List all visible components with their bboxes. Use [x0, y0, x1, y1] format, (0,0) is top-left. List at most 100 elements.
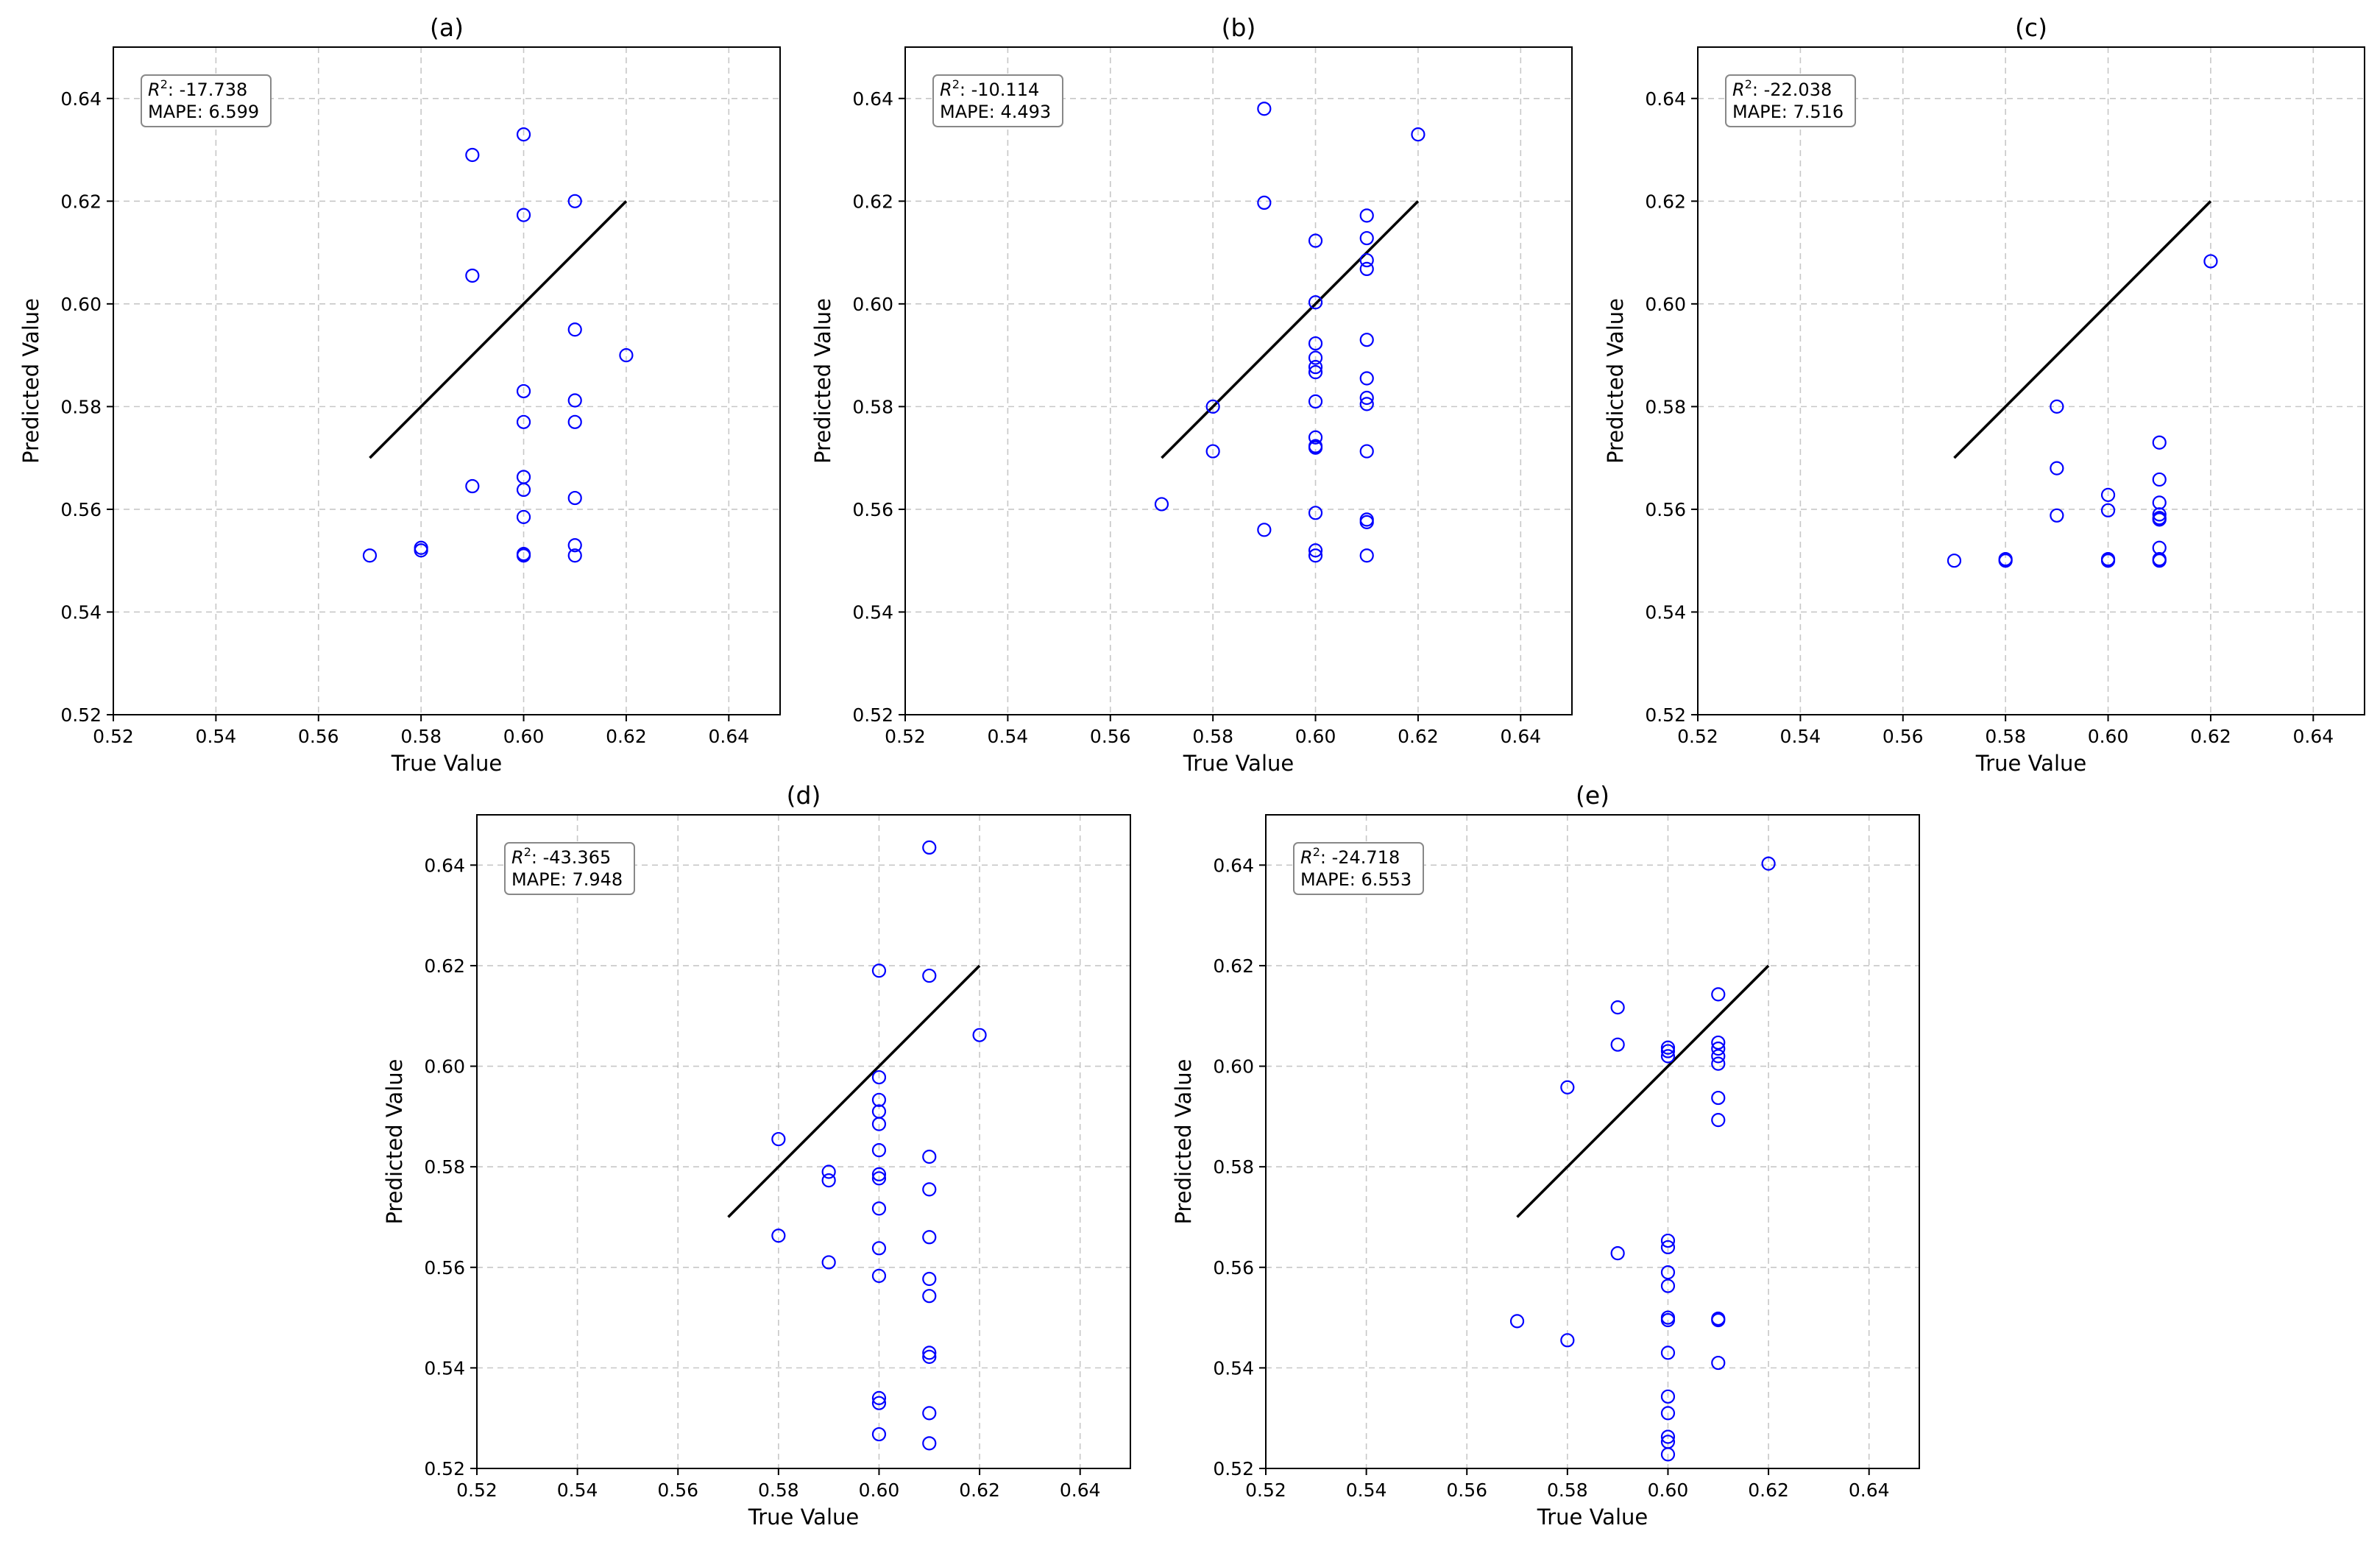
data-point [1660, 1279, 1676, 1293]
r2-value: : -22.038 [1752, 79, 1832, 100]
x-tick-label: 0.62 [1748, 1479, 1789, 1501]
y-tick-label: 0.62 [1645, 191, 1686, 212]
data-point [1308, 336, 1323, 351]
data-point [2100, 554, 2116, 568]
r2-superscript: 2 [524, 845, 531, 859]
x-axis-label: True Value [748, 1505, 859, 1530]
data-point [1660, 1040, 1676, 1055]
data-point [2203, 254, 2218, 269]
mape-text: MAPE: 6.553 [1300, 869, 1412, 890]
data-point [2152, 435, 2167, 450]
x-tick-label: 0.54 [1780, 726, 1821, 747]
panel-title: (e) [1576, 781, 1609, 810]
data-point [619, 348, 634, 363]
plot-frame [476, 814, 1131, 1469]
reference-line [1161, 200, 1420, 459]
y-tick-label: 0.62 [60, 191, 102, 212]
data-point [1359, 371, 1374, 386]
y-tick-label: 0.52 [1645, 704, 1686, 726]
data-point [2152, 495, 2167, 510]
data-point [1359, 397, 1374, 411]
r2-value: : -43.365 [531, 847, 611, 868]
x-axis-label: True Value [391, 751, 502, 776]
y-tick-label: 0.58 [424, 1156, 465, 1178]
data-point [1947, 554, 1962, 568]
data-point [1711, 1090, 1726, 1106]
x-tick-label: 0.62 [959, 1479, 1000, 1501]
x-tick-label: 0.54 [1346, 1479, 1387, 1501]
x-tick-label: 0.54 [557, 1479, 598, 1501]
y-tick-label: 0.56 [60, 499, 102, 520]
y-tick-label: 0.56 [424, 1257, 465, 1279]
x-tick-label: 0.62 [2190, 726, 2231, 747]
plot-frame [904, 46, 1573, 715]
data-point [2050, 399, 2064, 414]
reference-line [1516, 964, 1770, 1218]
data-point [1308, 233, 1323, 248]
data-point [1711, 1312, 1726, 1328]
data-point [821, 1164, 836, 1179]
x-axis-label: True Value [1183, 751, 1294, 776]
y-axis-label: Predicted Value [1603, 298, 1628, 464]
y-tick-label: 0.62 [424, 955, 465, 977]
data-point [1660, 1049, 1676, 1064]
data-point [1660, 1406, 1676, 1421]
data-point [871, 1396, 887, 1410]
r2-symbol: R [1732, 79, 1745, 100]
r2-text: R2: -43.365 [511, 845, 611, 868]
y-tick-label: 0.56 [1645, 499, 1686, 520]
x-tick-label: 0.60 [859, 1479, 900, 1501]
plot-frame [113, 46, 781, 715]
r2-value: : -24.718 [1320, 847, 1400, 868]
data-point [1711, 1355, 1726, 1371]
y-tick-label: 0.54 [60, 601, 102, 623]
r2-text: R2: -17.738 [148, 77, 247, 100]
data-point [2152, 512, 2167, 527]
x-tick-label: 0.58 [400, 726, 442, 747]
x-tick-label: 0.56 [1090, 726, 1131, 747]
y-tick-label: 0.52 [852, 704, 893, 726]
r2-value: : -10.114 [960, 79, 1039, 100]
y-tick-label: 0.56 [1213, 1257, 1254, 1279]
data-point [771, 1228, 786, 1243]
data-point [1308, 506, 1323, 520]
x-tick-label: 0.52 [1677, 726, 1718, 747]
y-tick-label: 0.62 [852, 191, 893, 212]
data-point [1660, 1312, 1676, 1328]
data-point [567, 393, 582, 408]
y-tick-label: 0.64 [852, 88, 893, 110]
y-tick-label: 0.54 [1213, 1357, 1254, 1379]
r2-symbol: R [940, 79, 952, 100]
y-tick-label: 0.60 [424, 1056, 465, 1078]
data-point [516, 127, 531, 142]
reference-line [1953, 200, 2212, 459]
data-point [1308, 394, 1323, 409]
x-tick-label: 0.52 [93, 726, 134, 747]
r2-superscript: 2 [1745, 77, 1752, 91]
r2-superscript: 2 [952, 77, 960, 91]
x-tick-label: 0.60 [1648, 1479, 1689, 1501]
mape-text: MAPE: 7.948 [511, 869, 623, 890]
data-point [516, 208, 531, 222]
x-tick-label: 0.58 [1985, 726, 2026, 747]
data-point [1560, 1080, 1575, 1095]
data-point [516, 482, 531, 498]
data-point [465, 147, 480, 163]
data-point [567, 548, 582, 563]
plot-frame [1265, 814, 1920, 1469]
x-tick-label: 0.64 [2292, 726, 2334, 747]
reference-line [727, 964, 981, 1218]
y-tick-label: 0.58 [1213, 1156, 1254, 1178]
panel-title: (c) [2015, 13, 2047, 42]
data-point [871, 1092, 887, 1107]
r2-symbol: R [148, 79, 160, 100]
data-point [1308, 548, 1323, 563]
data-point [871, 1167, 887, 1182]
data-point [362, 548, 378, 563]
panel-e: 0.52 0.54 0.56 0.58 0.60 0.62 0.64 0.52 0.54 0.56… [1171, 781, 1920, 1530]
data-point [871, 1143, 887, 1158]
y-tick-label: 0.58 [1645, 396, 1686, 417]
x-tick-label: 0.56 [657, 1479, 698, 1501]
data-point [1660, 1346, 1676, 1360]
y-tick-label: 0.54 [424, 1357, 465, 1379]
